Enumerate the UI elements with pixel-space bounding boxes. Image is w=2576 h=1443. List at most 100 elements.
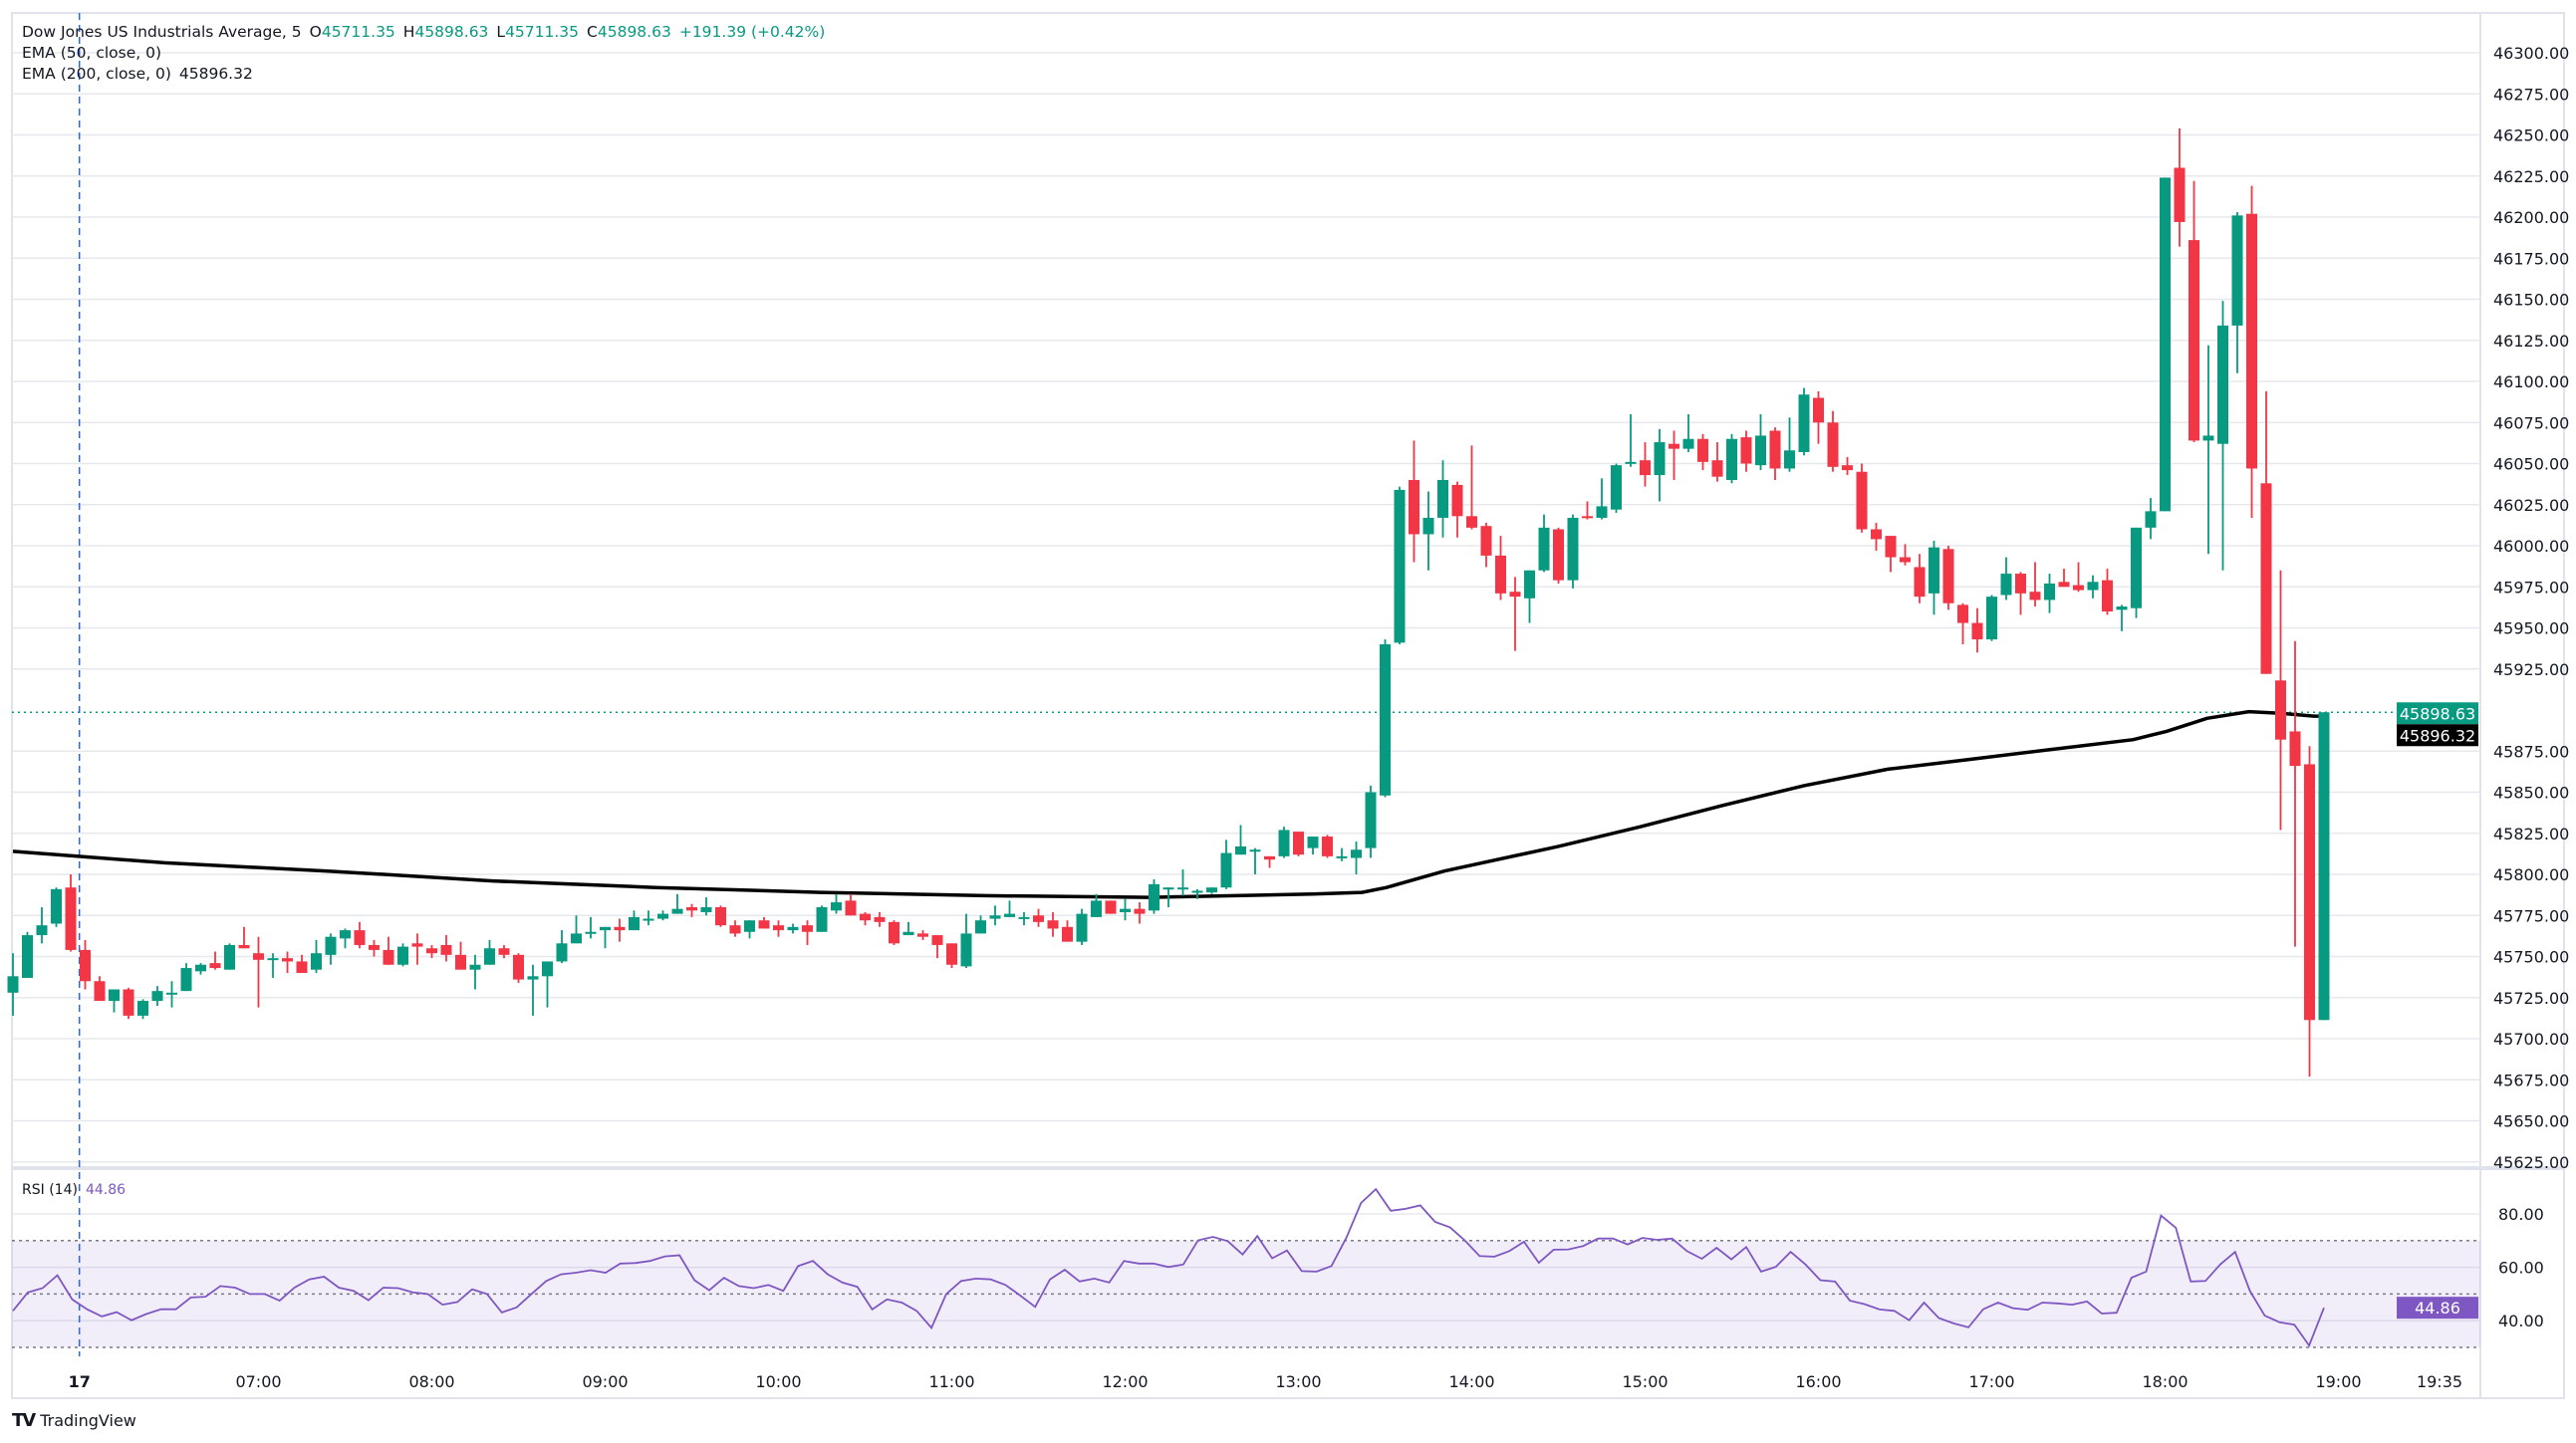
candle-down: [1047, 911, 1059, 937]
candle-body: [874, 916, 886, 922]
candle-up: [744, 920, 755, 939]
candle-body: [369, 944, 380, 950]
candle-up: [1394, 486, 1406, 644]
candle-body: [166, 992, 177, 995]
tradingview-logo-icon: 𝗧𝗩: [12, 1410, 36, 1431]
candle-up: [1380, 639, 1391, 798]
candle-body: [614, 926, 626, 931]
axes: 46300.00 46275.00 46250.00 46225.00 46200.00…: [69, 44, 2570, 1391]
candle-down: [94, 976, 106, 1002]
rsi-label: RSI (14): [22, 1182, 78, 1198]
candle-down: [80, 940, 91, 990]
candle-body: [1495, 555, 1506, 594]
candle-body: [253, 953, 264, 960]
candle-body: [1942, 549, 1954, 603]
rsi-value: 44.86: [85, 1182, 127, 1198]
candle-body: [1654, 442, 1666, 476]
close-prefix: C: [587, 23, 598, 41]
candle-body: [484, 948, 495, 965]
rsi-legend[interactable]: RSI (14) 44.86: [22, 1180, 133, 1201]
candle-down: [1134, 902, 1146, 924]
candle-up: [7, 953, 19, 1016]
high-number: 45898.63: [414, 23, 489, 41]
candle-up: [657, 910, 668, 921]
candle-down: [1942, 546, 1954, 610]
candle-up: [1120, 898, 1131, 921]
candle-down: [411, 933, 423, 965]
price-tick-label: 45675.00: [2493, 1071, 2569, 1089]
price-tick-label: 45825.00: [2493, 825, 2569, 843]
ema50-legend[interactable]: EMA (50, close, 0): [22, 43, 169, 64]
candle-body: [2087, 582, 2099, 591]
candle-body: [1307, 837, 1319, 848]
candle-body: [1769, 430, 1781, 469]
ema200-legend[interactable]: EMA (200, close, 0) 45896.32: [22, 64, 261, 85]
price-tick-label: 45925.00: [2493, 660, 2569, 679]
candle-down: [2015, 572, 2026, 615]
candle-body: [1538, 527, 1550, 571]
candle-down: [253, 936, 264, 1008]
price-tick-label: 45800.00: [2493, 865, 2569, 884]
candle-up: [629, 910, 640, 931]
candle-body: [1480, 526, 1492, 556]
time-tick-label: 07:00: [235, 1372, 281, 1391]
candle-body: [629, 916, 640, 931]
candle-body: [931, 935, 943, 945]
ema50-label: EMA (50, close, 0): [22, 44, 162, 62]
candle-up: [700, 897, 712, 916]
tradingview-brand[interactable]: 𝗧𝗩 TradingView: [12, 1410, 136, 1431]
candle-body: [267, 958, 279, 961]
candle-down: [1856, 463, 1868, 533]
candle-down: [860, 911, 871, 926]
candle-body: [325, 936, 337, 955]
candle-body: [1625, 461, 1637, 464]
candle-body: [1740, 437, 1752, 464]
candle-body: [571, 933, 582, 944]
close-number: 45898.63: [597, 23, 671, 41]
candle-body: [1091, 900, 1102, 917]
candle-up: [1018, 911, 1030, 926]
candle-body: [2145, 511, 2157, 528]
candle-up: [671, 893, 683, 914]
candle-up: [1682, 414, 1694, 452]
time-tick-label: 12:00: [1102, 1372, 1148, 1391]
candle-body: [657, 913, 668, 919]
candle-up: [195, 963, 206, 975]
high-prefix: H: [402, 23, 415, 41]
candle-up: [1307, 837, 1319, 855]
low-prefix: L: [496, 23, 506, 41]
rsi-tick-label: 40.00: [2498, 1312, 2544, 1330]
candle-up: [484, 940, 495, 965]
price-tick-label: 45975.00: [2493, 578, 2569, 597]
candle-down: [1900, 544, 1911, 566]
candle-up: [2217, 301, 2228, 571]
candle-down: [758, 916, 770, 929]
candle-down: [1264, 855, 1275, 868]
candle-body: [556, 943, 568, 962]
candle-body: [2189, 240, 2199, 441]
candle-down: [1769, 427, 1781, 480]
symbol-name: Dow Jones US Industrials Average, 5: [22, 23, 302, 41]
symbol-legend[interactable]: Dow Jones US Industrials Average, 5 O4571…: [22, 22, 833, 43]
candle-body: [1784, 450, 1795, 469]
price-badges: 45898.63 45896.32 44.86: [2397, 702, 2478, 1320]
price-tick-label: 45650.00: [2493, 1112, 2569, 1131]
candle-up: [2087, 575, 2099, 599]
candle-body: [1466, 516, 1477, 528]
candle-body: [1394, 489, 1406, 643]
candle-up: [527, 964, 539, 1016]
candle-body: [1409, 480, 1419, 535]
candle-body: [354, 930, 366, 945]
close-value: C45898.63: [587, 23, 671, 41]
candle-body: [1827, 422, 1839, 467]
candle-body: [1134, 908, 1146, 914]
candle-up: [1162, 887, 1174, 907]
candle-body: [989, 915, 1001, 919]
candle-body: [1206, 887, 1217, 893]
rsi-band: [12, 1240, 2480, 1348]
candle-down: [889, 920, 900, 945]
candle-body: [2116, 606, 2128, 610]
candle-body: [1798, 394, 1810, 452]
candle-body: [1900, 557, 1911, 563]
